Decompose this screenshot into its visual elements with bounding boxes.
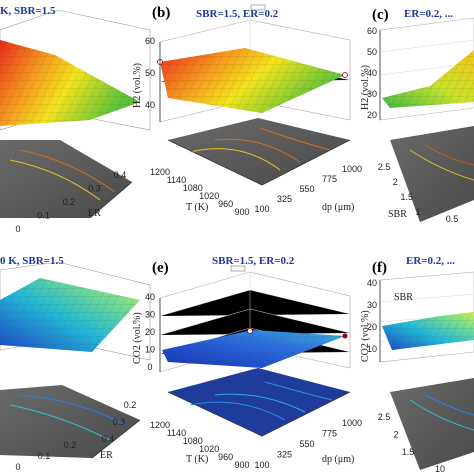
panel-b-x1-tick-label: 900 xyxy=(234,207,249,217)
panel-a-x2-label: ER xyxy=(88,208,101,219)
panel-e-y-tick-label: 10 xyxy=(145,345,155,355)
panel-e-x2-tick-label: 775 xyxy=(322,429,337,439)
panel-f-y-tick-label: 30 xyxy=(367,300,377,310)
panel-b-x1-label: T (K) xyxy=(186,202,208,213)
panel-d-x2-tick-label: 0.3 xyxy=(113,417,126,427)
panel-b-x1-tick-label: 1140 xyxy=(167,175,186,185)
panel-e-x2-tick-label: 1000 xyxy=(342,418,362,428)
panel-d-x2-tick-label: 0.2 xyxy=(124,400,137,410)
panel-e-x2-tick-label: 550 xyxy=(299,439,314,449)
panel-b-x2-tick-label: 775 xyxy=(322,174,337,184)
panel-a: 0 0.1 0.2 0.3 0.4 ER K, SBR=1.5 xyxy=(0,5,151,234)
panel-e-x1-tick-label: 900 xyxy=(234,460,249,470)
panel-e-letter: (e) xyxy=(152,260,169,276)
panel-a-x1-tick-label: 0.1 xyxy=(37,211,50,221)
panel-b-marker-box xyxy=(250,4,266,11)
panel-a-x1-tick-label: 0.2 xyxy=(63,197,76,207)
panel-e-floor xyxy=(168,368,350,436)
panel-c: 20 30 40 50 60 2.521.51 0.5 (c) ER=0.2, ... H2… xyxy=(360,7,474,224)
panel-f-y-label: CO2 (vol.%) xyxy=(360,310,371,362)
panel-f-condition: ER=0.2, ... xyxy=(406,255,455,267)
panel-f-x1-tick-label: 1.5 xyxy=(402,447,415,457)
panel-e-x1-label: T (K) xyxy=(186,454,208,465)
panel-a-x1-tick-label: 0.4 xyxy=(114,170,127,180)
panel-e-y-tick-label: 30 xyxy=(145,310,155,320)
panel-f-x2-tick-label: 10 xyxy=(435,464,445,474)
panel-b-floor xyxy=(168,118,350,185)
panel-f-y-tick-label: 20 xyxy=(367,322,377,332)
panel-d-x2-tick-label: 0.4 xyxy=(102,434,115,444)
panel-c-x1-tick-label: 2 xyxy=(393,177,398,187)
panel-d: 0 0.1 0.2 0.4 0.3 0.2 ER 0 K, SBR=1.5 xyxy=(0,255,151,472)
panel-d-condition: 0 K, SBR=1.5 xyxy=(0,255,64,267)
panel-e-x1-tick-label: 1020 xyxy=(199,444,219,454)
panel-b-y-tick-label: 50 xyxy=(145,68,155,78)
panel-b-x2-label: dp (μm) xyxy=(322,202,354,213)
panel-f-x1-tick-label: 2 xyxy=(393,430,398,440)
panel-c-letter: (c) xyxy=(372,7,389,23)
panel-e-x1-tick-label: 960 xyxy=(218,452,233,462)
panel-b-x2-tick-label: 325 xyxy=(277,194,292,204)
panel-c-y-tick-label: 60 xyxy=(367,26,377,36)
panel-b-y-label: H2 (vol.%) xyxy=(132,63,143,108)
panel-e-design-point xyxy=(342,333,348,339)
panel-b-x1-tick-label: 960 xyxy=(218,199,233,209)
panel-f-x1-label: SBR xyxy=(394,292,413,303)
panel-b-design-point xyxy=(342,72,348,78)
panel-e-y-tick-label: 20 xyxy=(145,327,155,337)
panel-b-x1-tick-label: 1200 xyxy=(150,167,170,177)
panel-c-floor xyxy=(390,126,474,222)
panel-d-x1-tick-label: 0.2 xyxy=(64,440,77,450)
panel-e-design-point xyxy=(247,328,253,334)
panel-b-condition: SBR=1.5, ER=0.2 xyxy=(196,8,279,20)
panel-c-condition: ER=0.2, ... xyxy=(404,8,453,20)
panel-e-y-tick-label: 0 xyxy=(147,362,152,372)
panel-b-y-tick-label: 40 xyxy=(145,100,155,110)
panel-d-x1-tick-label: 0.1 xyxy=(38,451,51,461)
panel-e-x1-tick-label: 1200 xyxy=(150,420,170,430)
panel-a-x1-tick-label: 0 xyxy=(15,224,20,234)
panel-b-letter: (b) xyxy=(152,5,170,21)
panel-d-floor xyxy=(0,385,140,458)
panel-f-y-tick-label: 10 xyxy=(367,344,377,354)
panel-e-x2-tick-label: 100 xyxy=(254,460,269,470)
panel-d-x2-label: ER xyxy=(100,450,113,461)
panel-f-x1-tick-label: 2.5 xyxy=(378,412,391,422)
panel-c-y-tick-label: 40 xyxy=(367,68,377,78)
panel-c-x1-tick-label: 2.5 xyxy=(378,162,391,172)
panel-e-x1-tick-label: 1140 xyxy=(167,428,186,438)
panel-b-y-tick-label: 60 xyxy=(145,36,155,46)
panel-b-x1-tick-label: 1080 xyxy=(183,183,203,193)
panel-e-condition: SBR=1.5, ER=0.2 xyxy=(212,255,295,267)
panel-e-y-label: CO2 (vol.%) xyxy=(132,312,143,364)
panel-b-x2-tick-label: 100 xyxy=(254,204,269,214)
panel-e-x1-tick-label: 1080 xyxy=(183,436,203,446)
panel-c-x2-tick-label: 0.5 xyxy=(446,214,459,224)
panel-e-x2-label: dp (μm) xyxy=(322,454,354,465)
panel-b-x2-tick-label: 1000 xyxy=(342,164,362,174)
panel-c-x1-label: SBR xyxy=(388,209,407,220)
panel-c-x1-tick-label: 1 xyxy=(415,207,420,217)
panel-f: 10 20 30 40 2.52 1.5 10 (f) ER=0.2, ... CO2 (v… xyxy=(360,255,474,474)
panel-e-marker-box xyxy=(230,265,246,272)
panel-f-letter: (f) xyxy=(372,260,387,276)
panel-e-y-tick-label: 40 xyxy=(145,292,155,302)
panel-c-y-tick-label: 20 xyxy=(367,110,377,120)
panel-d-x1-tick-label: 0 xyxy=(15,462,20,472)
panel-c-y-label: H2 (vol.%) xyxy=(360,65,371,110)
panel-e-x2-tick-label: 325 xyxy=(277,450,292,460)
panel-b-x1-tick-label: 1020 xyxy=(199,191,219,201)
panel-a-condition: K, SBR=1.5 xyxy=(0,5,56,17)
panel-c-y-tick-label: 50 xyxy=(367,47,377,57)
panel-a-x1-tick-label: 0.3 xyxy=(88,184,101,194)
panel-c-x1-tick-label: 1.5 xyxy=(400,192,413,202)
panel-b-x2-tick-label: 550 xyxy=(299,184,314,194)
panel-f-y-tick-label: 40 xyxy=(367,278,377,288)
panel-c-y-tick-label: 30 xyxy=(367,89,377,99)
